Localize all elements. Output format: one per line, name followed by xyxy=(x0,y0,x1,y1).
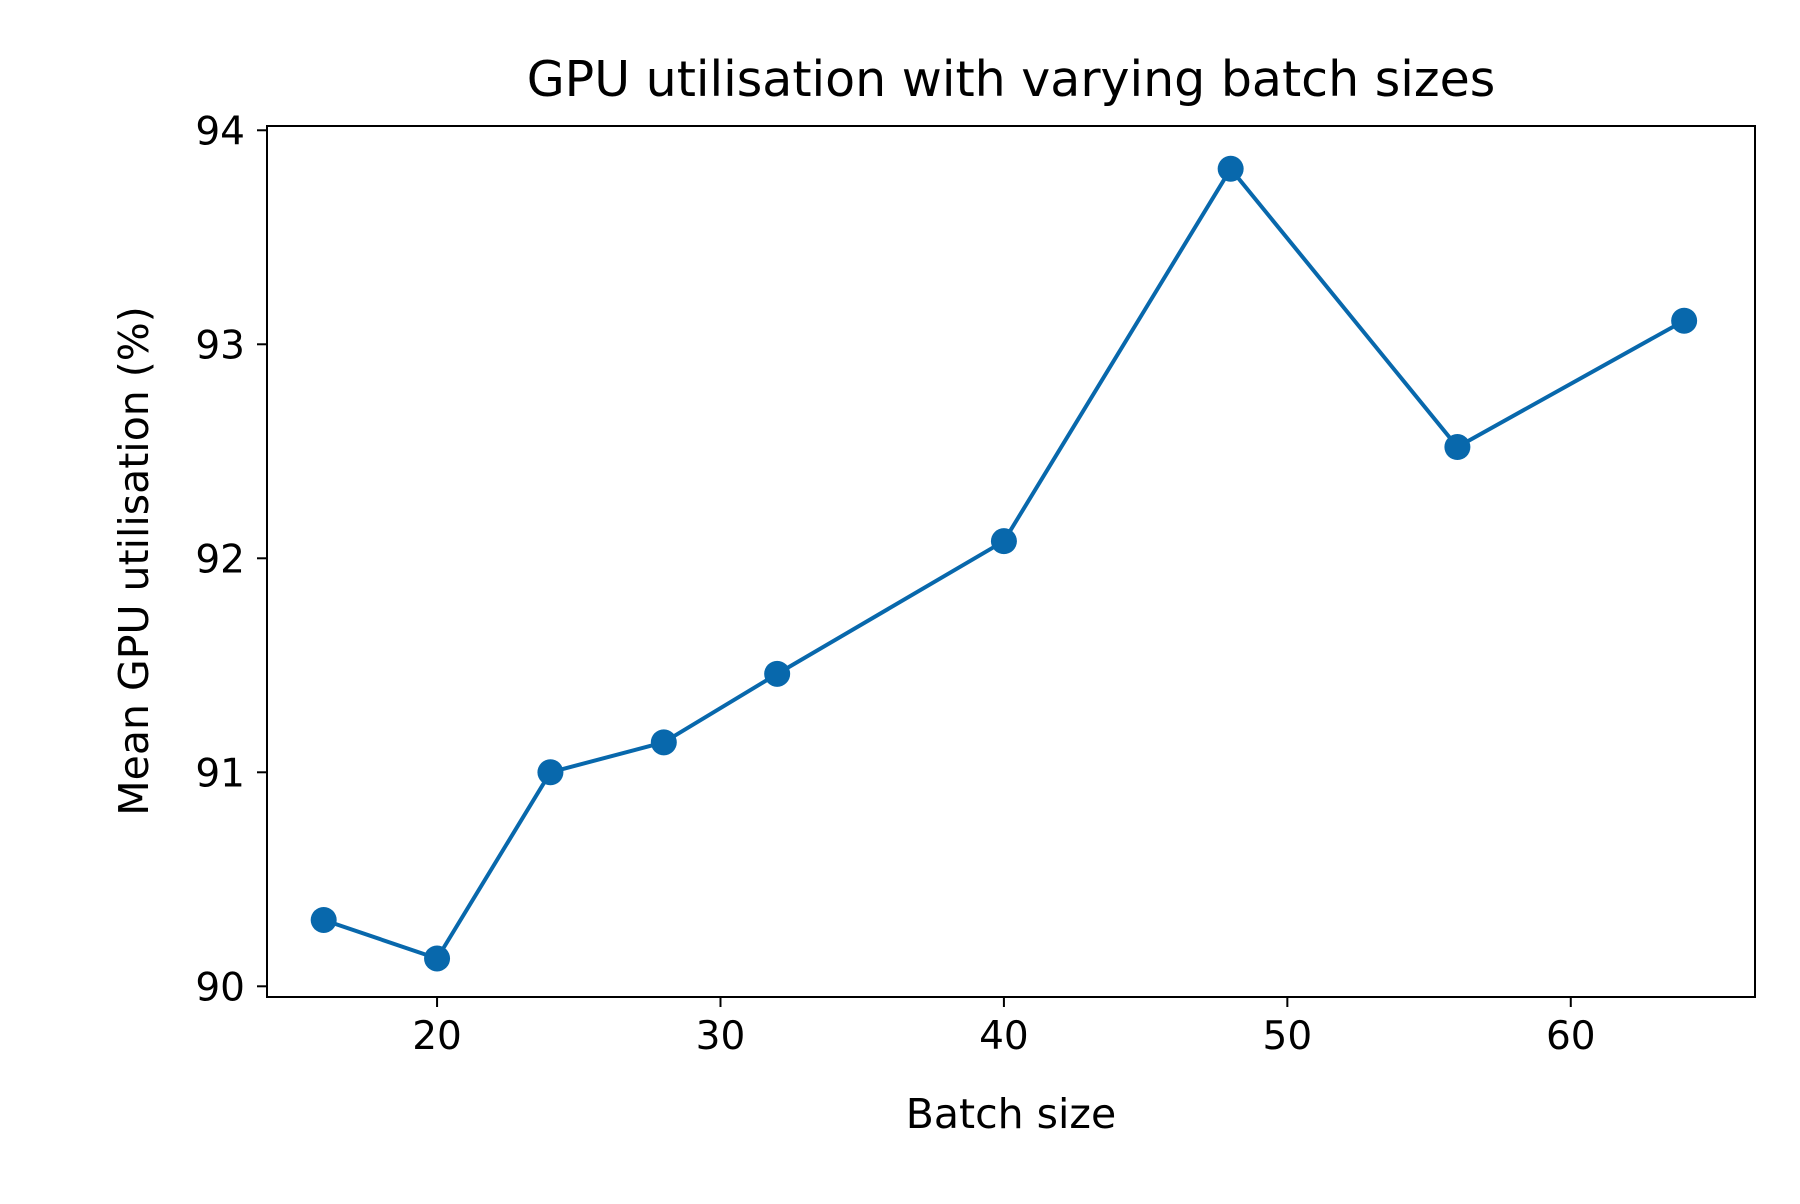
data-point xyxy=(764,660,791,687)
chart-title: GPU utilisation with varying batch sizes xyxy=(527,51,1496,108)
plot-frame xyxy=(266,125,1756,998)
data-point xyxy=(424,945,451,972)
data-point xyxy=(650,729,677,756)
x-tick-label: 40 xyxy=(979,1014,1029,1059)
x-tick-label: 30 xyxy=(696,1014,746,1059)
data-point xyxy=(310,906,337,933)
plot-area: 20 30 40 50 60 90 91 92 93 94 xyxy=(195,109,1756,1059)
y-tick-label: 93 xyxy=(195,323,245,368)
y-tick-label: 92 xyxy=(195,537,245,582)
y-axis-label: Mean GPU utilisation (%) xyxy=(110,306,158,816)
series-group xyxy=(310,155,1698,972)
data-point xyxy=(990,528,1017,555)
x-tick-label: 60 xyxy=(1546,1014,1596,1059)
x-axis-label: Batch size xyxy=(906,1090,1116,1138)
x-tick-label: 20 xyxy=(412,1014,462,1059)
data-point xyxy=(1217,155,1244,182)
y-tick-label: 91 xyxy=(195,751,245,796)
data-point xyxy=(1444,434,1471,461)
y-axis: 90 91 92 93 94 xyxy=(195,109,267,1010)
y-tick-label: 94 xyxy=(195,109,245,154)
y-tick-label: 90 xyxy=(195,965,245,1010)
x-tick-label: 50 xyxy=(1263,1014,1313,1059)
data-point xyxy=(537,759,564,786)
x-axis: 20 30 40 50 60 xyxy=(412,997,1596,1059)
data-point xyxy=(1671,307,1698,334)
